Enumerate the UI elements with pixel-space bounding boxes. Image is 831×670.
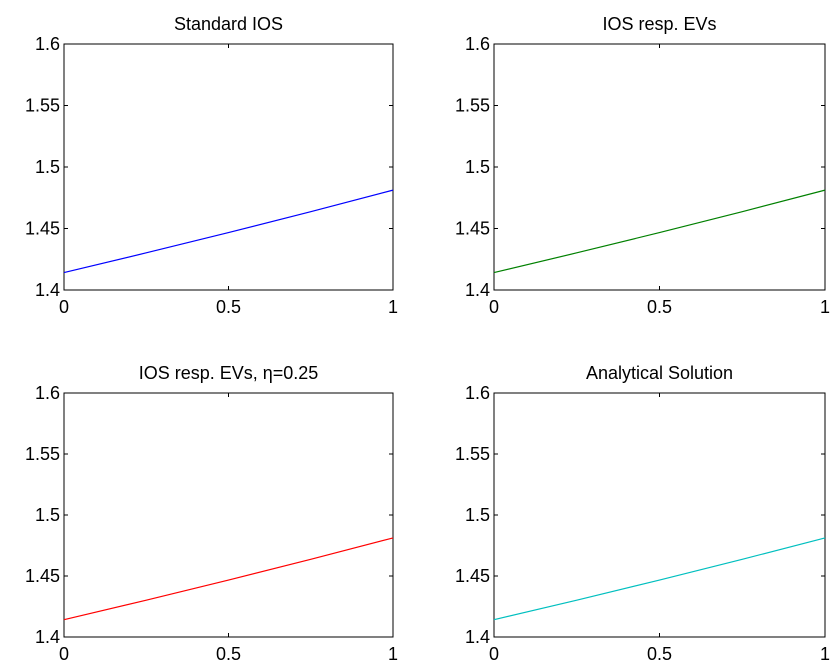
x-tick-label: 0.5 bbox=[216, 297, 241, 317]
y-tick-label: 1.5 bbox=[35, 505, 60, 525]
subplot-2: IOS resp. EVs 1.4 1.45 1.5 1.55 1.6 0 0.5 1 bbox=[455, 14, 830, 317]
x-tick-label: 0 bbox=[59, 297, 69, 317]
subplot-4: Analytical Solution 1.4 1.45 1.5 1.55 1.6 0 0.5… bbox=[455, 363, 830, 664]
x-tick-label: 0 bbox=[489, 644, 499, 664]
axes-box bbox=[493, 43, 826, 291]
y-tick-label: 1.55 bbox=[455, 96, 490, 116]
x-tick-label: 1 bbox=[388, 644, 398, 664]
y-tick-label: 1.4 bbox=[35, 627, 60, 647]
y-tick-label: 1.45 bbox=[25, 566, 60, 586]
x-tick-label: 1 bbox=[388, 297, 398, 317]
series-line-1 bbox=[63, 189, 394, 274]
subplot-title: IOS resp. EVs bbox=[602, 14, 716, 34]
y-tick-label: 1.55 bbox=[25, 96, 60, 116]
y-tick-label: 1.5 bbox=[465, 505, 490, 525]
axes-box bbox=[63, 392, 394, 638]
x-tick-label: 0 bbox=[489, 297, 499, 317]
y-tick-label: 1.4 bbox=[465, 627, 490, 647]
x-tick-label: 0.5 bbox=[647, 297, 672, 317]
series-line-1 bbox=[493, 189, 826, 274]
x-tick-label: 1 bbox=[820, 297, 830, 317]
y-tick-label: 1.6 bbox=[35, 34, 60, 54]
y-tick-label: 1.6 bbox=[35, 383, 60, 403]
y-tick-label: 1.6 bbox=[465, 34, 490, 54]
subplot-3: IOS resp. EVs, η=0.25 1.4 1.45 1.5 1.55 1.6 0 0… bbox=[25, 363, 398, 664]
axes-box bbox=[63, 43, 394, 291]
series-line-1 bbox=[493, 537, 826, 621]
y-tick-label: 1.55 bbox=[25, 444, 60, 464]
subplot-title: Standard IOS bbox=[174, 14, 283, 34]
y-tick-label: 1.4 bbox=[35, 280, 60, 300]
y-tick-label: 1.45 bbox=[25, 219, 60, 239]
x-tick-label: 0 bbox=[59, 644, 69, 664]
y-tick-label: 1.5 bbox=[465, 157, 490, 177]
subplot-1: Standard IOS 1.4 1.45 1.5 1.55 1.6 0 0.5 1 bbox=[25, 14, 398, 317]
axes-box bbox=[493, 392, 826, 638]
subplot-title: IOS resp. EVs, η=0.25 bbox=[139, 363, 319, 383]
y-tick-label: 1.4 bbox=[465, 280, 490, 300]
y-tick-label: 1.6 bbox=[465, 383, 490, 403]
y-tick-label: 1.45 bbox=[455, 566, 490, 586]
y-tick-label: 1.55 bbox=[455, 444, 490, 464]
subplot-title: Analytical Solution bbox=[586, 363, 733, 383]
y-tick-label: 1.45 bbox=[455, 219, 490, 239]
x-tick-label: 1 bbox=[820, 644, 830, 664]
x-tick-label: 0.5 bbox=[216, 644, 241, 664]
y-tick-label: 1.5 bbox=[35, 157, 60, 177]
x-tick-label: 0.5 bbox=[647, 644, 672, 664]
series-line-1 bbox=[63, 537, 394, 621]
